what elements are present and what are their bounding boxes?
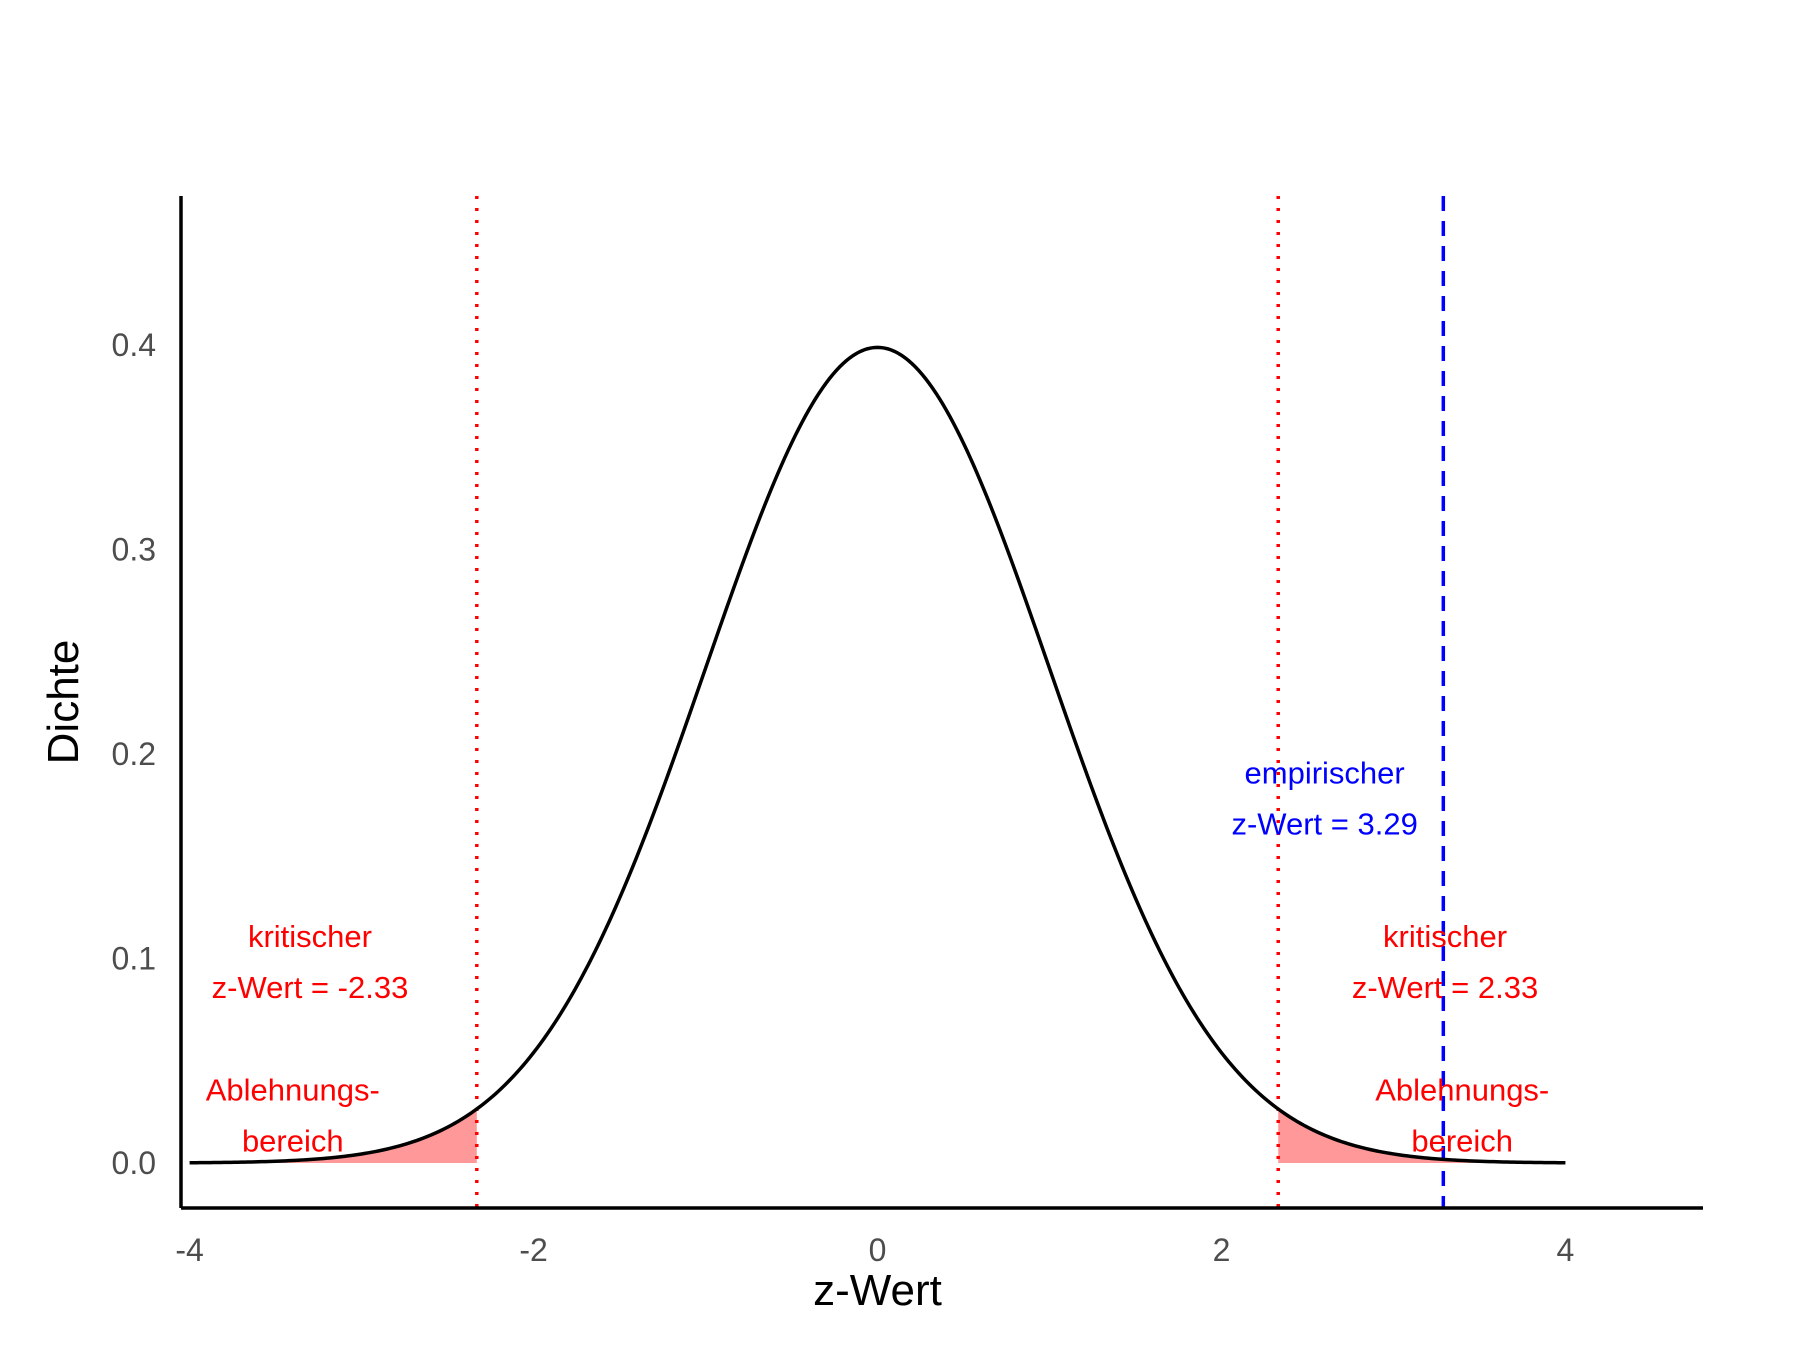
x-axis-title: z-Wert (813, 1266, 942, 1315)
reference-lines (475, 196, 1446, 1208)
y-tick-label: 0.2 (112, 736, 156, 772)
rejection-region-1 (1278, 1108, 1566, 1164)
x-tick-label: 2 (1213, 1232, 1231, 1268)
annotation-critical-left-line-1: kritischer (248, 919, 372, 954)
y-tick-label: 0.0 (112, 1145, 156, 1181)
annotation-critical-left-line-2: z-Wert = -2.33 (212, 970, 409, 1005)
annotation-empirical-line-1: empirischer (1245, 756, 1405, 791)
annotation-rejection-left-line-1: Ablehnungs- (206, 1072, 380, 1107)
annotation-rejection-right-line-1: Ablehnungs- (1375, 1072, 1549, 1107)
rejection-regions (189, 1108, 1566, 1164)
y-axis-title: Dichte (39, 640, 88, 765)
x-tick-label: 4 (1557, 1232, 1575, 1268)
rejection-region-0 (189, 1108, 477, 1164)
x-tick-label: -4 (175, 1232, 203, 1268)
density-curve (189, 345, 1566, 1165)
x-tick-label: -2 (519, 1232, 547, 1268)
y-tick-label: 0.4 (112, 327, 156, 363)
y-tick-label: 0.1 (112, 941, 156, 977)
annotation-critical-right-line-1: kritischer (1383, 919, 1507, 954)
x-axis-ticks: -4 -2 0 2 4 (175, 1232, 1574, 1268)
annotation-rejection-left-line-2: bereich (242, 1124, 344, 1159)
annotation-rejection-right-line-2: bereich (1411, 1124, 1513, 1159)
axes: -4 -2 0 2 4 0.0 0.1 0.2 0.3 0.4 z-Wert Dichte (39, 196, 1703, 1315)
annotation-critical-right-line-2: z-Wert = 2.33 (1352, 970, 1538, 1005)
y-tick-label: 0.3 (112, 532, 156, 568)
annotation-empirical-line-2: z-Wert = 3.29 (1231, 807, 1417, 842)
x-tick-label: 0 (869, 1232, 887, 1268)
annotations: kritischer z-Wert = -2.33 kritischer z-Wert… (206, 756, 1550, 1159)
plot-area: kritischer z-Wert = -2.33 kritischer z-Wert… (189, 196, 1566, 1208)
y-axis-ticks: 0.0 0.1 0.2 0.3 0.4 (112, 327, 156, 1181)
